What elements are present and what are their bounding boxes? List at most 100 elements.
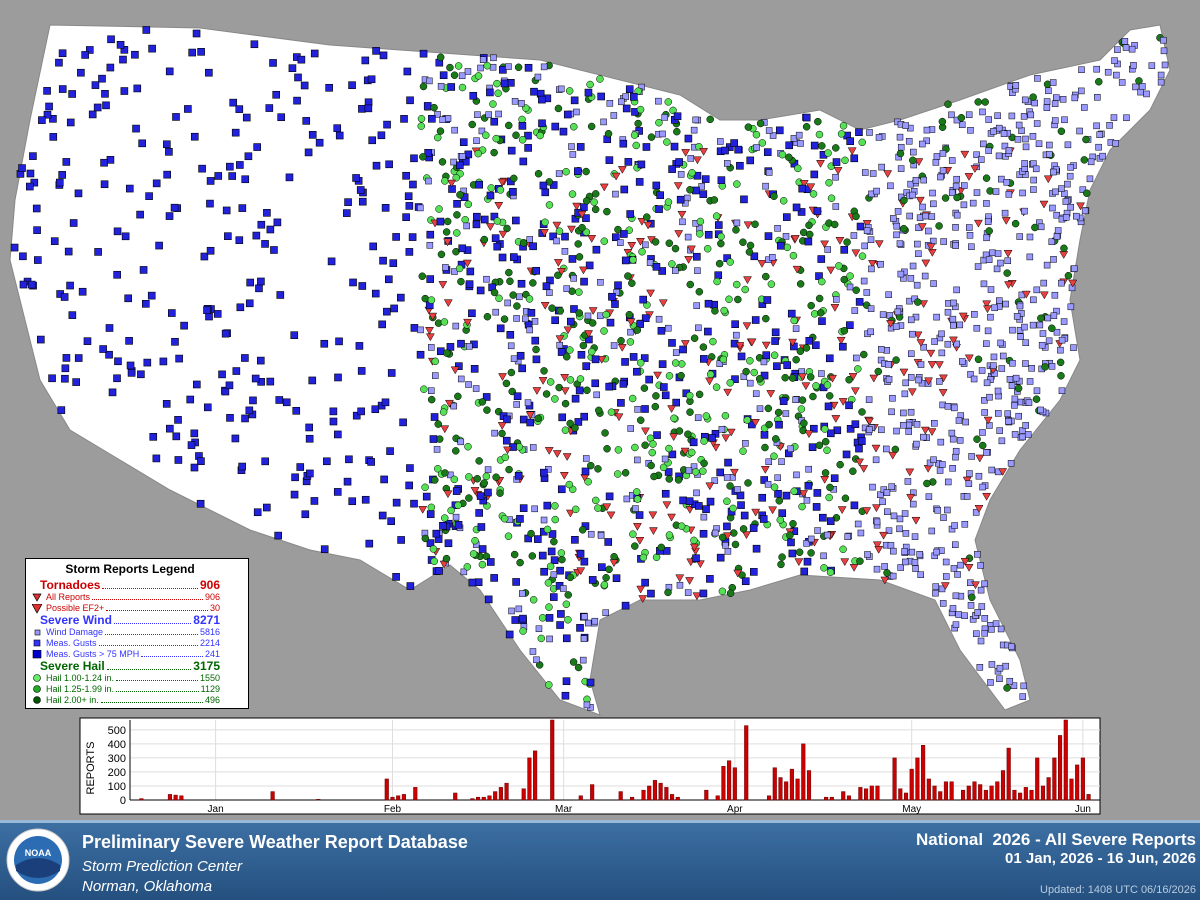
report-marker: [992, 620, 1000, 627]
report-marker: [760, 358, 768, 366]
report-marker: [459, 138, 468, 146]
report-marker: [60, 293, 69, 301]
report-marker: [45, 102, 53, 111]
bar: [652, 780, 657, 801]
group-total: 3175: [193, 659, 220, 673]
report-marker: [711, 529, 719, 537]
report-marker: [587, 235, 597, 243]
report-marker: [757, 260, 767, 268]
report-marker: [470, 365, 479, 373]
report-marker: [944, 308, 952, 316]
report-marker: [365, 539, 374, 548]
report-marker: [913, 421, 921, 428]
report-marker: [450, 366, 460, 375]
report-marker: [352, 174, 360, 182]
report-marker: [816, 160, 825, 168]
report-marker: [306, 469, 314, 478]
report-marker: [832, 173, 839, 181]
report-marker: [529, 242, 537, 251]
report-marker: [1012, 374, 1020, 382]
report-marker: [706, 497, 715, 506]
report-marker: [633, 495, 642, 503]
report-marker: [788, 338, 798, 347]
y-tick-label: 500: [108, 725, 126, 737]
bar: [1052, 757, 1057, 801]
bar: [487, 795, 492, 801]
bar: [875, 785, 880, 801]
report-marker: [914, 240, 921, 248]
report-marker: [818, 277, 826, 286]
report-marker: [1017, 333, 1024, 340]
symbol: [34, 629, 41, 636]
report-marker: [513, 315, 520, 322]
bar: [938, 791, 943, 801]
report-marker: [1003, 249, 1013, 258]
report-marker: [908, 548, 916, 556]
leader: [113, 623, 192, 624]
report-marker: [699, 343, 708, 351]
report-marker: [472, 385, 480, 392]
report-marker: [965, 224, 973, 231]
report-marker: [986, 422, 993, 429]
report-marker: [30, 178, 39, 187]
report-marker: [698, 183, 705, 190]
report-marker: [136, 210, 144, 219]
report-marker: [432, 372, 439, 379]
report-marker: [675, 427, 684, 435]
report-marker: [221, 387, 230, 396]
report-marker: [1118, 79, 1126, 86]
report-marker: [639, 553, 648, 562]
report-marker: [813, 207, 822, 215]
report-marker: [931, 338, 938, 345]
report-marker: [731, 540, 740, 549]
report-marker: [621, 469, 630, 477]
report-marker: [609, 559, 619, 568]
report-marker: [576, 375, 585, 383]
report-marker: [474, 72, 483, 80]
report-marker: [397, 293, 405, 302]
report-marker: [913, 281, 921, 289]
report-marker: [866, 426, 873, 433]
report-marker: [726, 589, 735, 597]
report-marker: [977, 562, 984, 569]
report-marker: [718, 533, 727, 542]
report-marker: [68, 311, 77, 319]
report-marker: [540, 468, 548, 477]
report-marker: [649, 440, 657, 448]
leader: [92, 599, 203, 600]
report-marker: [926, 243, 936, 252]
report-marker: [832, 144, 840, 152]
bar: [647, 785, 652, 801]
bar: [630, 796, 635, 801]
report-marker: [1006, 677, 1014, 685]
report-marker: [433, 133, 442, 142]
report-marker: [975, 472, 983, 480]
report-marker: [669, 106, 677, 115]
report-marker: [500, 79, 509, 88]
report-marker: [310, 49, 319, 58]
report-marker: [1051, 291, 1059, 299]
report-marker: [526, 326, 533, 334]
report-marker: [1044, 314, 1052, 322]
report-marker: [1137, 88, 1144, 96]
report-marker: [633, 326, 642, 334]
report-marker: [751, 316, 760, 324]
report-marker: [806, 183, 816, 192]
bar: [1018, 792, 1023, 801]
report-marker: [439, 521, 447, 530]
report-marker: [1070, 344, 1077, 351]
report-marker: [974, 505, 984, 513]
report-marker: [454, 501, 462, 510]
report-marker: [927, 428, 937, 437]
report-marker: [545, 614, 554, 622]
report-marker: [465, 280, 474, 288]
bar: [1086, 794, 1091, 801]
report-marker: [399, 418, 407, 427]
report-marker: [1135, 77, 1143, 85]
report-marker: [782, 410, 790, 417]
report-marker: [434, 111, 441, 118]
report-marker: [582, 167, 590, 176]
report-marker: [821, 437, 830, 446]
report-marker: [422, 492, 431, 501]
report-marker: [667, 513, 676, 522]
